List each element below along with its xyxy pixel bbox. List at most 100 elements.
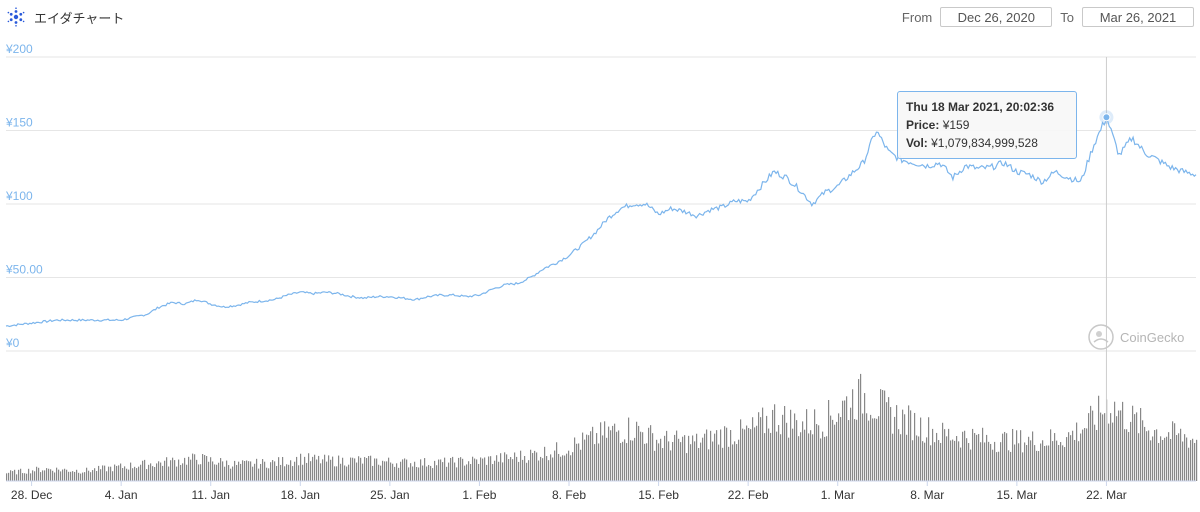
volume-bar bbox=[964, 430, 966, 481]
volume-bar bbox=[888, 397, 890, 481]
to-date-input[interactable] bbox=[1082, 7, 1194, 27]
volume-bar bbox=[546, 455, 548, 481]
volume-bar bbox=[740, 419, 742, 481]
volume-bar bbox=[550, 454, 552, 481]
volume-bar bbox=[302, 464, 304, 481]
volume-bar bbox=[400, 461, 402, 481]
price-series-line bbox=[5, 120, 1197, 328]
volume-bar bbox=[756, 425, 758, 481]
volume-bar bbox=[940, 442, 942, 481]
x-tick-label: 15. Mar bbox=[997, 488, 1038, 502]
volume-bar bbox=[586, 434, 588, 481]
volume-bar bbox=[618, 430, 620, 481]
volume-bar bbox=[902, 409, 904, 481]
volume-bar bbox=[822, 431, 824, 481]
volume-bar bbox=[56, 467, 58, 481]
volume-bar bbox=[572, 452, 574, 481]
volume-bar bbox=[310, 461, 312, 481]
volume-bar bbox=[928, 417, 930, 481]
volume-bar bbox=[202, 454, 204, 481]
volume-bar bbox=[522, 459, 524, 481]
volume-bar bbox=[694, 441, 696, 481]
volume-bar bbox=[1168, 432, 1170, 481]
volume-bar bbox=[464, 465, 466, 481]
volume-bar bbox=[306, 462, 308, 481]
volume-bar bbox=[68, 471, 70, 481]
volume-bar bbox=[164, 460, 166, 481]
volume-bar bbox=[372, 465, 374, 481]
volume-bar bbox=[736, 444, 738, 481]
x-tick-label: 15. Feb bbox=[638, 488, 679, 502]
volume-bar bbox=[886, 402, 888, 481]
volume-bar bbox=[812, 434, 814, 481]
volume-bar bbox=[24, 473, 26, 481]
volume-bar bbox=[408, 467, 410, 481]
volume-bar bbox=[784, 406, 786, 481]
volume-bar bbox=[362, 463, 364, 481]
volume-bar bbox=[386, 461, 388, 481]
volume-bar bbox=[704, 433, 706, 481]
volume-bar bbox=[54, 472, 56, 481]
volume-bar bbox=[278, 457, 280, 481]
volume-bar bbox=[808, 433, 810, 481]
volume-bar bbox=[392, 463, 394, 481]
volume-bar bbox=[112, 471, 114, 481]
volume-bar bbox=[1090, 405, 1092, 481]
volume-bar bbox=[718, 444, 720, 481]
volume-bar bbox=[1194, 442, 1196, 481]
volume-bar bbox=[148, 464, 150, 481]
volume-bar bbox=[506, 454, 508, 481]
volume-bar bbox=[272, 460, 274, 481]
volume-bar bbox=[442, 462, 444, 481]
volume-bar bbox=[96, 471, 98, 481]
volume-bar bbox=[124, 466, 126, 481]
volume-bar bbox=[666, 430, 668, 481]
volume-bar bbox=[358, 456, 360, 481]
volume-bar bbox=[1150, 440, 1152, 481]
from-date-input[interactable] bbox=[940, 7, 1053, 27]
volume-bar bbox=[728, 446, 730, 481]
volume-bar bbox=[260, 463, 262, 481]
volume-bar bbox=[764, 433, 766, 481]
volume-bar bbox=[810, 430, 812, 481]
volume-bar bbox=[600, 422, 602, 481]
volume-bar bbox=[498, 461, 500, 481]
gecko-logo-icon bbox=[1088, 324, 1114, 350]
volume-bar bbox=[338, 455, 340, 481]
volume-bar bbox=[758, 412, 760, 481]
volume-bar bbox=[1134, 414, 1136, 481]
volume-bar bbox=[628, 417, 630, 481]
volume-bar bbox=[1178, 433, 1180, 481]
volume-bar bbox=[1092, 410, 1094, 481]
volume-bar bbox=[142, 460, 144, 481]
volume-bar bbox=[980, 442, 982, 481]
watermark-text: CoinGecko bbox=[1120, 329, 1185, 345]
volume-bar bbox=[290, 460, 292, 481]
volume-bar bbox=[454, 462, 456, 481]
volume-bar bbox=[502, 462, 504, 481]
volume-bar bbox=[1058, 445, 1060, 481]
y-tick-label: ¥200 bbox=[5, 42, 33, 56]
volume-bar bbox=[1080, 433, 1082, 481]
price-volume-chart[interactable]: ¥0 ¥50.00 ¥100 ¥150 ¥200 28. Dec 4. Jan 11. Jan… bbox=[0, 36, 1200, 512]
volume-bar bbox=[198, 464, 200, 481]
volume-bar bbox=[1174, 423, 1176, 481]
y-tick-label: ¥150 bbox=[5, 116, 33, 130]
volume-bar bbox=[698, 447, 700, 481]
volume-bar bbox=[680, 442, 682, 481]
volume-bar bbox=[430, 465, 432, 481]
volume-bar bbox=[672, 441, 674, 481]
volume-bar bbox=[1038, 451, 1040, 481]
volume-bar bbox=[782, 414, 784, 481]
volume-bar bbox=[932, 428, 934, 481]
volume-bar bbox=[850, 407, 852, 481]
volume-bar bbox=[508, 459, 510, 481]
volume-bar bbox=[762, 407, 764, 481]
volume-bar bbox=[510, 457, 512, 481]
volume-bar bbox=[658, 443, 660, 481]
volume-bar bbox=[936, 432, 938, 481]
volume-bar bbox=[612, 425, 614, 481]
volume-bar bbox=[818, 425, 820, 481]
volume-bar bbox=[620, 443, 622, 481]
volume-bar bbox=[1036, 450, 1038, 481]
